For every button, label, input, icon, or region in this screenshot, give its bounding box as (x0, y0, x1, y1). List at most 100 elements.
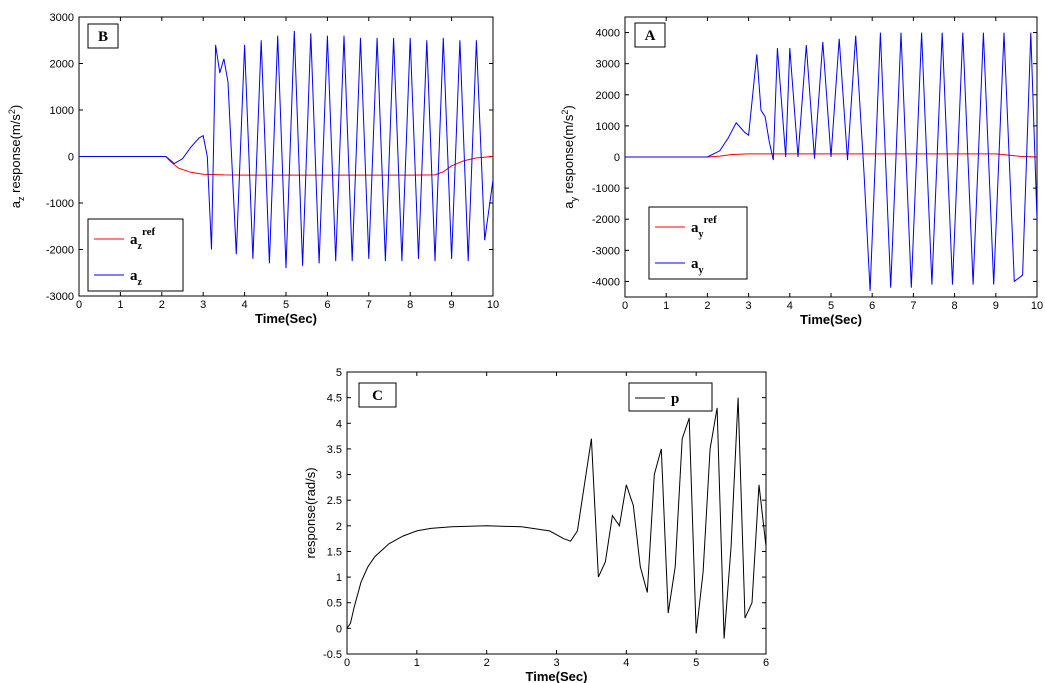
x-tick-label: 7 (366, 299, 372, 311)
panel-label: C (372, 388, 383, 404)
panel-label: A (645, 28, 656, 44)
y-tick-label: -2000 (46, 245, 74, 257)
y-tick-label: 0 (336, 623, 342, 635)
y-tick-label: 4.5 (327, 393, 342, 405)
x-tick-label: 6 (763, 657, 769, 669)
x-tick-label: 2 (484, 657, 490, 669)
y-tick-label: 1000 (596, 121, 620, 133)
legend-label: az (130, 268, 143, 288)
y-label-sup: 2 (560, 110, 570, 115)
y-tick-label: -0.5 (323, 649, 342, 661)
panel-label-box (358, 382, 397, 408)
legend-box (628, 382, 713, 412)
y-tick-label: 2000 (50, 59, 74, 71)
x-tick-label: 6 (324, 299, 330, 311)
y-tick-label: 0 (614, 152, 620, 164)
x-tick-label: 2 (704, 300, 710, 312)
series-line-p (347, 397, 766, 639)
y-tick-label: 0 (68, 152, 74, 164)
x-tick-label: 0 (76, 299, 82, 311)
x-tick-label: 3 (200, 299, 206, 311)
series-line-az (79, 30, 493, 269)
y-label-sub: y (569, 197, 579, 202)
panel-label-box (87, 23, 119, 49)
chart-panel-C: 0 1 2 3 4 5 6-0.500.511.522.533.544.55Time(Sec… (303, 367, 769, 683)
y-tick-label: -3000 (46, 291, 74, 303)
x-tick-label: 2 (159, 299, 165, 311)
y-tick-label: 1000 (50, 105, 74, 117)
x-tick-label: 5 (828, 300, 834, 312)
y-tick-label: -1000 (592, 183, 620, 195)
y-axis-label: response(rad/s) (303, 467, 318, 558)
x-tick-label: 1 (663, 300, 669, 312)
x-tick-label: 1 (117, 299, 123, 311)
legend: ayref ay (648, 206, 748, 280)
y-label-sub: z (16, 196, 26, 201)
y-tick-label: -4000 (592, 276, 620, 288)
x-tick-label: 4 (242, 299, 248, 311)
series-line-ay (625, 32, 1037, 291)
y-tick-label: 4 (336, 418, 342, 430)
x-tick-label: 4 (623, 657, 629, 669)
y-tick-label: 2.5 (327, 495, 342, 507)
x-axis-label: Time(Sec) (255, 311, 317, 326)
legend-label: azref (130, 226, 156, 252)
y-tick-label: 3.5 (327, 444, 342, 456)
legend-label: ayref (691, 214, 717, 240)
x-tick-label: 8 (407, 299, 413, 311)
x-tick-label: 4 (787, 300, 793, 312)
legend-label: ay (691, 256, 704, 276)
x-tick-label: 8 (952, 300, 958, 312)
legend: azref az (87, 218, 184, 292)
legend: p (628, 382, 713, 412)
plot-area (346, 371, 767, 655)
x-tick-label: 3 (553, 657, 559, 669)
x-tick-label: 9 (449, 299, 455, 311)
x-tick-label: 5 (693, 657, 699, 669)
y-tick-label: 4000 (596, 28, 620, 40)
y-tick-label: 3 (336, 470, 342, 482)
x-axis-label: Time(Sec) (800, 312, 862, 327)
y-label-prefix: a (561, 201, 576, 209)
legend-box (648, 206, 748, 280)
x-tick-label: 5 (283, 299, 289, 311)
panel-label-box (634, 22, 666, 48)
x-tick-label: 6 (869, 300, 875, 312)
x-tick-label: 7 (910, 300, 916, 312)
x-tick-label: 10 (487, 299, 499, 311)
legend-label: p (671, 391, 679, 407)
y-tick-label: 0.5 (327, 598, 342, 610)
y-label-sup: 2 (7, 109, 17, 114)
x-tick-label: 9 (993, 300, 999, 312)
y-tick-label: 3000 (50, 12, 74, 24)
y-label-main: response(m/s (8, 114, 23, 197)
y-tick-label: 2 (336, 521, 342, 533)
y-label-main: response(m/s (561, 114, 576, 197)
series-line-ayref (625, 153, 1037, 158)
x-axis-label: Time(Sec) (526, 669, 588, 683)
y-axis-label: az response(m/s2) (7, 105, 26, 208)
y-label-main: response(rad/s) (303, 467, 318, 558)
x-tick-label: 1 (414, 657, 420, 669)
chart-panel-A: 0 1 2 3 4 5 6 7 8 9 10 -4000 -3000 -2000 -1000 0 1000 200… (560, 16, 1043, 327)
x-tick-label: 3 (746, 300, 752, 312)
x-tick-label: 0 (622, 300, 628, 312)
y-label-suffix: ) (8, 105, 23, 109)
y-label-prefix: a (8, 200, 23, 208)
y-tick-label: 3000 (596, 59, 620, 71)
y-tick-label: 2000 (596, 90, 620, 102)
y-tick-label: -2000 (592, 214, 620, 226)
panel-label: B (98, 29, 108, 45)
series-line-azref (79, 156, 493, 176)
chart-panel-B: 0 1 2 3 4 5 6 7 8 9 10 -3000 -2000 -1000 0 1000 2000 3000… (7, 12, 499, 326)
y-tick-label: 1.5 (327, 546, 342, 558)
y-tick-label: -1000 (46, 198, 74, 210)
y-tick-label: 1 (336, 572, 342, 584)
y-tick-label: 5 (336, 367, 342, 379)
legend-box (87, 218, 184, 292)
y-label-suffix: ) (561, 105, 576, 109)
y-axis-label: ay response(m/s2) (560, 105, 579, 208)
y-tick-label: -3000 (592, 245, 620, 257)
x-tick-label: 10 (1031, 300, 1043, 312)
